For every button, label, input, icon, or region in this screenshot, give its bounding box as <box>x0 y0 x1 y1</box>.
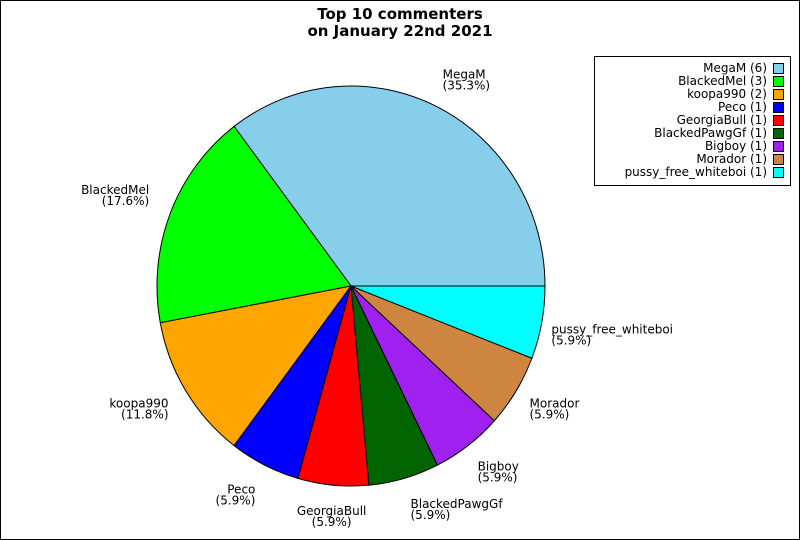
chart-title: Top 10 commenters <box>317 5 483 23</box>
legend-swatch <box>773 63 784 74</box>
legend-item: pussy_free_whiteboi (1) <box>625 166 784 179</box>
slice-percent-label: (5.9%) <box>530 408 570 422</box>
legend-item: koopa990 (2) <box>687 88 784 101</box>
legend-label: BlackedMel (3) <box>678 74 767 88</box>
legend-label: Morador (1) <box>696 152 767 166</box>
legend-label: koopa990 (2) <box>687 87 767 101</box>
slice-label: pussy_free_whiteboi <box>551 323 673 337</box>
legend-item: Bigboy (1) <box>705 140 784 153</box>
slice-percent-label: (5.9%) <box>411 508 451 522</box>
slice-percent-label: (11.8%) <box>121 408 168 422</box>
legend-swatch <box>773 76 784 87</box>
legend-swatch <box>773 167 784 178</box>
legend-label: Peco (1) <box>718 100 767 114</box>
slice-label: GeorgiaBull <box>297 504 367 518</box>
legend-swatch <box>773 102 784 113</box>
pie-slice-megam <box>233 85 546 287</box>
legend-label: BlackedPawgGf (1) <box>654 126 767 140</box>
legend-swatch <box>773 115 784 126</box>
pie-slice-koopa990 <box>159 285 353 447</box>
slice-label: BlackedPawgGf <box>411 497 504 511</box>
slice-label: Peco <box>227 482 255 496</box>
chart-subtitle: on January 22nd 2021 <box>307 22 493 40</box>
slice-percent-label: (17.6%) <box>102 194 149 208</box>
legend-item: Morador (1) <box>696 153 784 166</box>
legend-swatch <box>773 141 784 152</box>
slice-label: Bigboy <box>478 459 519 473</box>
pie-slice-pussy-free-whiteboi <box>350 285 546 359</box>
legend-swatch <box>773 154 784 165</box>
slice-label: koopa990 <box>109 397 168 411</box>
slice-label: BlackedMel <box>81 183 149 197</box>
pie-slice-blackedmel <box>156 125 352 324</box>
slice-percent-label: (5.9%) <box>478 470 518 484</box>
legend-item: MegaM (6) <box>703 62 784 75</box>
legend-label: GeorgiaBull (1) <box>676 113 767 127</box>
chart-title-block: Top 10 commenters on January 22nd 2021 <box>1 6 799 40</box>
legend-item: Peco (1) <box>718 101 784 114</box>
slice-percent-label: (35.3%) <box>443 79 490 93</box>
legend-label: pussy_free_whiteboi (1) <box>624 165 767 179</box>
legend-label: MegaM (6) <box>703 61 767 75</box>
slice-percent-label: (5.9%) <box>551 334 591 348</box>
slice-label: Morador <box>530 397 580 411</box>
legend-item: BlackedPawgGf (1) <box>654 127 784 140</box>
slice-percent-label: (5.9%) <box>312 515 352 529</box>
slice-percent-label: (5.9%) <box>216 493 256 507</box>
slice-label: MegaM <box>443 68 486 82</box>
legend-item: GeorgiaBull (1) <box>677 114 784 127</box>
legend-item: BlackedMel (3) <box>678 75 784 88</box>
legend-label: Bigboy (1) <box>704 139 767 153</box>
chart-legend: MegaM (6) BlackedMel (3) koopa990 (2) Peco … <box>594 56 791 186</box>
legend-swatch <box>773 128 784 139</box>
legend-swatch <box>773 89 784 100</box>
